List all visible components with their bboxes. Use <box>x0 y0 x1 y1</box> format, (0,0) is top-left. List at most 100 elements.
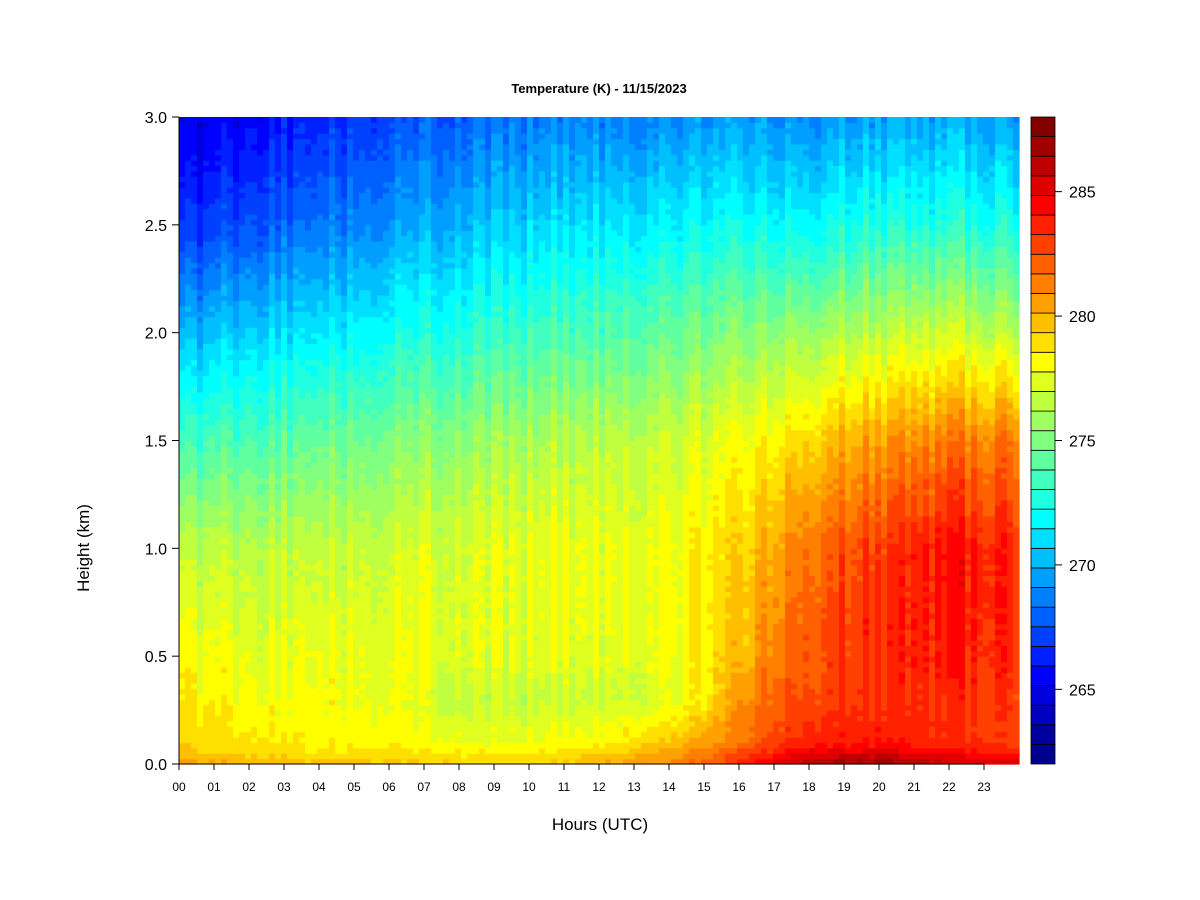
heatmap-cell <box>275 489 282 496</box>
heatmap-cell <box>209 187 216 194</box>
heatmap-cell <box>227 753 234 760</box>
heatmap-cell <box>413 154 420 161</box>
heatmap-cell <box>221 639 228 646</box>
heatmap-cell <box>275 149 282 156</box>
heatmap-cell <box>185 214 192 221</box>
heatmap-cell <box>281 645 288 652</box>
heatmap-cell <box>323 316 330 323</box>
heatmap-cell <box>239 451 246 458</box>
heatmap-cell <box>293 338 300 345</box>
heatmap-cell <box>275 656 282 663</box>
heatmap-cell <box>335 154 342 161</box>
heatmap-cell <box>179 214 186 221</box>
heatmap-cell <box>227 143 234 150</box>
heatmap-cell <box>383 348 390 355</box>
heatmap-cell <box>347 569 354 576</box>
heatmap-cell <box>419 127 426 134</box>
heatmap-cell <box>227 375 234 382</box>
heatmap-cell <box>335 532 342 539</box>
heatmap-cell <box>401 575 408 582</box>
heatmap-cell <box>419 348 426 355</box>
heatmap-cell <box>371 553 378 560</box>
heatmap-cell <box>203 489 210 496</box>
heatmap-cell <box>197 758 204 765</box>
heatmap-cell <box>179 758 186 765</box>
heatmap-cell <box>281 559 288 566</box>
heatmap-cell <box>275 381 282 388</box>
heatmap-cell <box>335 408 342 415</box>
heatmap-cell <box>197 418 204 425</box>
heatmap-cell <box>311 294 318 301</box>
heatmap-cell <box>281 289 288 296</box>
heatmap-cell <box>305 408 312 415</box>
heatmap-cell <box>407 257 414 264</box>
heatmap-cell <box>347 160 354 167</box>
heatmap-cell <box>377 181 384 188</box>
heatmap-cell <box>359 316 366 323</box>
heatmap-cell <box>401 138 408 145</box>
heatmap-cell <box>233 235 240 242</box>
heatmap-cell <box>179 499 186 506</box>
heatmap-cell <box>275 451 282 458</box>
heatmap-cell <box>395 451 402 458</box>
heatmap-cell <box>179 440 186 447</box>
heatmap-cell <box>383 149 390 156</box>
heatmap-cell <box>299 278 306 285</box>
heatmap-cell <box>215 537 222 544</box>
heatmap-cell <box>335 688 342 695</box>
heatmap-cell <box>317 548 324 555</box>
heatmap-cell <box>209 634 216 641</box>
heatmap-cell <box>413 316 420 323</box>
heatmap-cell <box>353 645 360 652</box>
heatmap-cell <box>287 305 294 312</box>
heatmap-cell <box>287 451 294 458</box>
heatmap-cell <box>329 661 336 668</box>
heatmap-cell <box>269 542 276 549</box>
heatmap-cell <box>227 515 234 522</box>
heatmap-cell <box>359 149 366 156</box>
heatmap-cell <box>239 117 246 123</box>
heatmap-cell <box>233 208 240 215</box>
heatmap-cell <box>197 127 204 134</box>
heatmap-cell <box>245 629 252 636</box>
heatmap-cell <box>425 548 432 555</box>
heatmap-cell <box>311 710 318 717</box>
heatmap-cell <box>227 537 234 544</box>
heatmap-cell <box>239 515 246 522</box>
heatmap-cell <box>317 321 324 328</box>
heatmap-cell <box>239 418 246 425</box>
heatmap-cell <box>185 343 192 350</box>
heatmap-cell <box>215 348 222 355</box>
heatmap-cell <box>221 467 228 474</box>
heatmap-cell <box>323 413 330 420</box>
heatmap-cell <box>323 720 330 727</box>
heatmap-cell <box>251 548 258 555</box>
heatmap-cell <box>215 564 222 571</box>
heatmap-cell <box>335 586 342 593</box>
heatmap-cell <box>215 489 222 496</box>
heatmap-cell <box>251 187 258 194</box>
heatmap-cell <box>215 391 222 398</box>
heatmap-cell <box>335 715 342 722</box>
heatmap-cell <box>401 408 408 415</box>
heatmap-cell <box>263 596 270 603</box>
heatmap-cell <box>221 219 228 226</box>
heatmap-cell <box>209 300 216 307</box>
heatmap-cell <box>227 645 234 652</box>
heatmap-cell <box>299 737 306 744</box>
heatmap-cell <box>281 478 288 485</box>
heatmap-cell <box>233 672 240 679</box>
heatmap-cell <box>341 278 348 285</box>
heatmap-cell <box>215 629 222 636</box>
heatmap-cell <box>299 235 306 242</box>
heatmap-cell <box>341 672 348 679</box>
heatmap-cell <box>365 133 372 140</box>
heatmap-cell <box>299 284 306 291</box>
heatmap-cell <box>371 537 378 544</box>
heatmap-cell <box>365 618 372 625</box>
heatmap-cell <box>221 348 228 355</box>
heatmap-cell <box>347 467 354 474</box>
heatmap-cell <box>341 365 348 372</box>
heatmap-cell <box>413 704 420 711</box>
heatmap-cell <box>245 737 252 744</box>
